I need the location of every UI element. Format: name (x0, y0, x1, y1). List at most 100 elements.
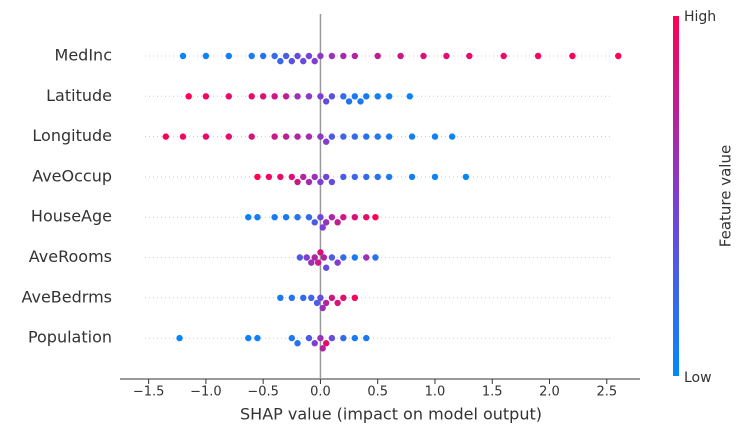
shap-point (303, 254, 310, 261)
shap-point (296, 254, 304, 261)
shap-point (294, 93, 301, 100)
shap-point (305, 52, 313, 60)
shap-point (385, 173, 393, 181)
shap-point (328, 133, 336, 140)
shap-point (313, 299, 321, 307)
colorbar-title: Feature value (717, 145, 735, 247)
shap-point (534, 52, 542, 60)
shap-point (351, 254, 359, 261)
colorbar (673, 16, 679, 376)
shap-point (277, 294, 284, 301)
shap-point (288, 173, 296, 181)
shap-point (225, 133, 233, 140)
shap-point (254, 334, 261, 342)
feature-label: AveRooms (29, 247, 112, 266)
shap-point (322, 98, 330, 105)
shap-point (340, 173, 347, 181)
shap-point (300, 173, 307, 181)
shap-point (245, 214, 252, 221)
shap-point (311, 254, 318, 261)
shap-point (245, 334, 252, 342)
shap-point (271, 133, 278, 140)
shap-point (351, 133, 359, 140)
shap-point (225, 93, 233, 100)
shap-point (277, 173, 284, 181)
shap-point (363, 133, 370, 140)
shap-point (282, 93, 290, 100)
shap-point (322, 138, 330, 145)
shap-point (259, 52, 267, 60)
shap-point (406, 93, 413, 100)
feature-label: Latitude (46, 86, 112, 105)
shap-point (294, 133, 301, 140)
shap-point (319, 224, 326, 231)
shap-point (282, 214, 290, 221)
shap-point (334, 299, 341, 307)
shap-point (328, 214, 336, 221)
shap-point (305, 93, 313, 100)
shap-point (363, 334, 370, 342)
shap-point (351, 334, 359, 342)
shap-point (397, 52, 404, 60)
shap-point (351, 294, 359, 301)
shap-point (340, 214, 347, 221)
shap-point (259, 93, 267, 100)
feature-label: MedInc (55, 46, 112, 65)
shap-point (271, 52, 278, 60)
shap-point (334, 259, 341, 266)
shap-point (282, 52, 290, 60)
shap-point (317, 214, 324, 221)
shap-point (254, 173, 261, 181)
shap-point (351, 173, 359, 181)
colorbar-high: High (684, 9, 716, 25)
shap-point (443, 52, 450, 60)
x-tick-label: 2.0 (539, 385, 560, 400)
shap-point (317, 178, 324, 186)
shap-point (340, 334, 347, 342)
shap-point (314, 259, 322, 266)
shap-point (431, 173, 439, 181)
x-axis-label: SHAP value (impact on model output) (240, 405, 542, 424)
shap-point (265, 173, 273, 181)
shap-point (162, 133, 170, 140)
shap-point (340, 254, 347, 261)
shap-point (288, 294, 296, 301)
shap-point (288, 57, 296, 65)
shap-point (305, 178, 313, 186)
shap-point (311, 340, 318, 347)
x-tick-label: −1.0 (190, 385, 222, 400)
shap-point (179, 133, 187, 140)
shap-point (385, 93, 393, 100)
shap-point (466, 52, 473, 60)
shap-point (179, 52, 187, 60)
shap-point (317, 93, 324, 100)
shap-point (317, 249, 324, 256)
shap-point (271, 214, 278, 221)
shap-point (363, 254, 370, 261)
shap-point (328, 178, 336, 186)
shap-point (317, 133, 324, 140)
shap-point (328, 93, 336, 100)
shap-point (374, 52, 381, 60)
shap-point (248, 133, 255, 140)
shap-point (328, 254, 336, 261)
shap-point (363, 93, 370, 100)
shap-point (176, 334, 183, 342)
shap-point (569, 52, 576, 60)
shap-point (248, 93, 255, 100)
shap-point (294, 214, 301, 221)
shap-point (345, 98, 353, 105)
shap-point (322, 219, 330, 226)
shap-point (328, 52, 336, 60)
shap-point (311, 219, 318, 226)
shap-point (351, 214, 359, 221)
shap-point (374, 133, 381, 140)
colorbar-low: Low (684, 370, 712, 386)
shap-point (225, 52, 233, 60)
shap-point (340, 52, 347, 60)
shap-point (317, 294, 324, 301)
feature-label: HouseAge (31, 207, 112, 226)
shap-point (372, 254, 379, 261)
shap-point (202, 133, 210, 140)
